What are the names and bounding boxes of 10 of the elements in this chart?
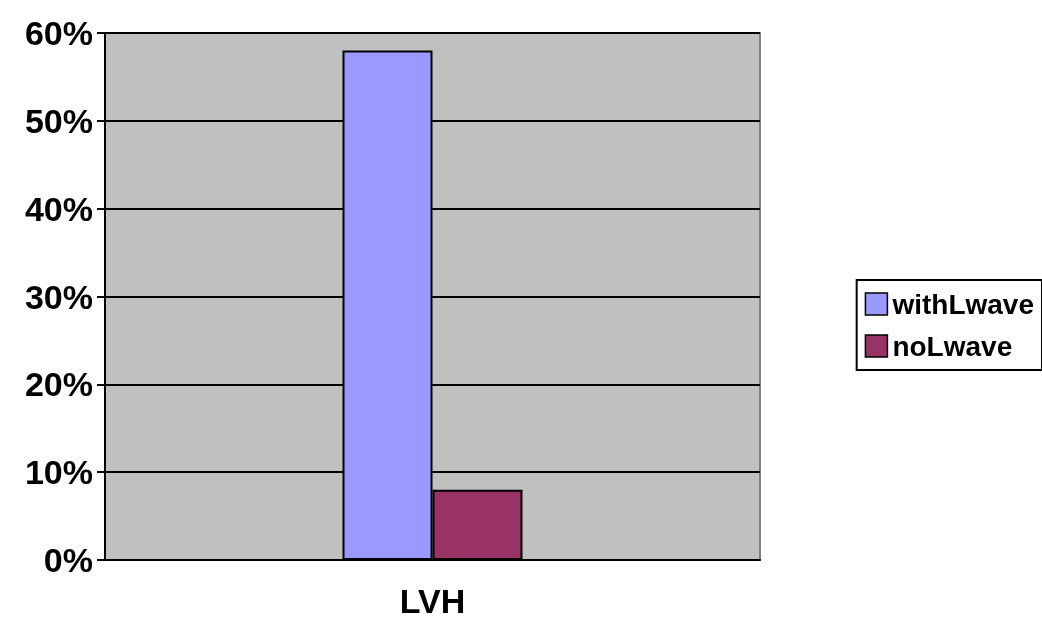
y-tick-label: 20% bbox=[24, 365, 93, 404]
y-tick-label: 10% bbox=[24, 453, 93, 492]
x-tick-label: LVH bbox=[399, 582, 466, 618]
y-tick-label: 60% bbox=[24, 14, 93, 52]
y-tick-label: 40% bbox=[24, 189, 93, 228]
legend-label: withLwave bbox=[891, 288, 1035, 320]
legend-label: noLwave bbox=[892, 330, 1013, 362]
y-tick-label: 0% bbox=[43, 541, 93, 579]
y-tick-label: 30% bbox=[24, 277, 93, 316]
y-tick-label: 50% bbox=[24, 101, 93, 140]
